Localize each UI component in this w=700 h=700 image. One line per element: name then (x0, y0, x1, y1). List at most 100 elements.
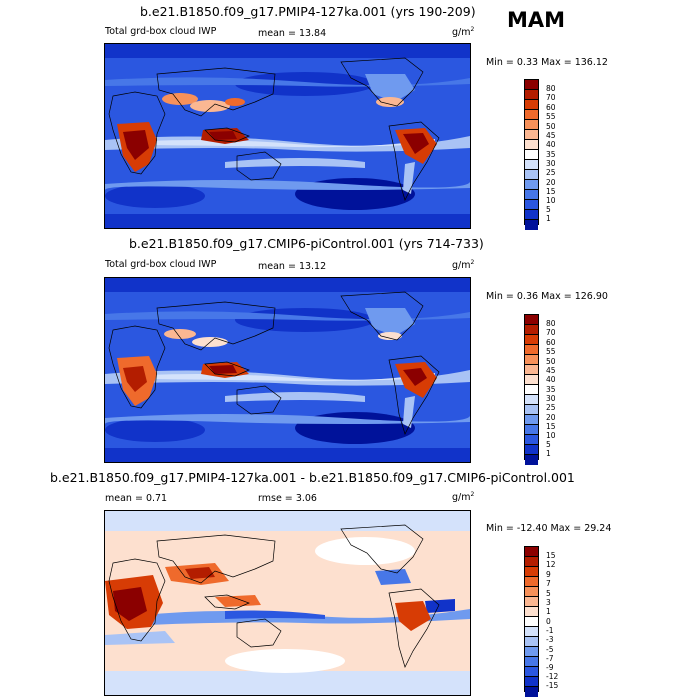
colorbar-tick: 5 (546, 205, 551, 214)
colorbar-tick: -7 (546, 654, 554, 663)
panel2-title: b.e21.B1850.f09_g17.CMIP6-piControl.001 … (129, 236, 484, 251)
panel3-colorbar-swatch (525, 577, 538, 587)
colorbar-tick: 50 (546, 122, 556, 131)
panel2-colorbar-swatch (525, 455, 538, 465)
panel3-colorbar-swatch (525, 657, 538, 667)
panel1-colorbar-swatch (525, 80, 538, 90)
colorbar-tick: -1 (546, 626, 554, 635)
panel3-colorbar-swatch (525, 557, 538, 567)
panel2-colorbar-swatch (525, 405, 538, 415)
colorbar-tick: 1 (546, 607, 551, 616)
colorbar-tick: 20 (546, 178, 556, 187)
panel1-colorbar-swatch (525, 100, 538, 110)
season-label: MAM (507, 8, 566, 32)
panel1-field-label: Total grd-box cloud IWP (105, 26, 217, 37)
panel3-colorbar-swatch (525, 647, 538, 657)
colorbar-tick: 5 (546, 440, 551, 449)
panel2-colorbar-swatch (525, 445, 538, 455)
colorbar-tick: 70 (546, 328, 556, 337)
colorbar-tick: 45 (546, 131, 556, 140)
panel1-colorbar-swatch (525, 180, 538, 190)
colorbar-tick: 25 (546, 168, 556, 177)
panel1-colorbar-swatch (525, 120, 538, 130)
panel1-colorbar-swatch (525, 90, 538, 100)
panel3-minmax: Min = -12.40 Max = 29.24 (486, 523, 612, 534)
panel1-title: b.e21.B1850.f09_g17.PMIP4-127ka.001 (yrs… (140, 4, 476, 19)
panel2-field-label: Total grd-box cloud IWP (105, 259, 217, 270)
colorbar-tick: 35 (546, 385, 556, 394)
panel1-colorbar-swatch (525, 200, 538, 210)
panel3-colorbar-swatch (525, 597, 538, 607)
panel2-colorbar-swatch (525, 345, 538, 355)
panel1-colorbar (524, 79, 539, 230)
panel1-colorbar-swatch (525, 210, 538, 220)
panel1-colorbar-swatch (525, 140, 538, 150)
panel3-colorbar-swatch (525, 637, 538, 647)
panel3-colorbar-swatch (525, 587, 538, 597)
colorbar-tick: 15 (546, 422, 556, 431)
colorbar-tick: 15 (546, 551, 556, 560)
panel1-colorbar-swatch (525, 150, 538, 160)
colorbar-tick: 45 (546, 366, 556, 375)
panel1-colorbar-swatch (525, 190, 538, 200)
panel2-colorbar-swatch (525, 395, 538, 405)
colorbar-tick: 15 (546, 187, 556, 196)
panel2-colorbar-swatch (525, 385, 538, 395)
colorbar-tick: 1 (546, 214, 551, 223)
panel1-colorbar-swatch (525, 110, 538, 120)
panel3-colorbar-swatch (525, 567, 538, 577)
panel3-colorbar-swatch (525, 547, 538, 557)
colorbar-tick: -15 (546, 681, 559, 690)
colorbar-tick: 35 (546, 150, 556, 159)
panel2-colorbar-swatch (525, 375, 538, 385)
colorbar-tick: 7 (546, 579, 551, 588)
colorbar-tick: -5 (546, 645, 554, 654)
panel2-colorbar (524, 314, 539, 465)
colorbar-tick: 3 (546, 598, 551, 607)
colorbar-tick: 10 (546, 196, 556, 205)
panel1-map-svg (105, 44, 470, 228)
panel1-colorbar-swatch (525, 220, 538, 230)
colorbar-tick: 25 (546, 403, 556, 412)
colorbar-tick: 60 (546, 103, 556, 112)
colorbar-tick: 70 (546, 93, 556, 102)
panel3-colorbar (524, 546, 539, 697)
panel3-colorbar-swatch (525, 617, 538, 627)
colorbar-tick: 40 (546, 140, 556, 149)
panel2-colorbar-swatch (525, 425, 538, 435)
panel2-colorbar-swatch (525, 435, 538, 445)
colorbar-tick: 20 (546, 413, 556, 422)
panel1-mean: mean = 13.84 (258, 28, 327, 39)
panel2-colorbar-swatch (525, 325, 538, 335)
colorbar-tick: 1 (546, 449, 551, 458)
colorbar-tick: 80 (546, 84, 556, 93)
panel1-units: g/m2 (452, 26, 475, 39)
panel1-minmax: Min = 0.33 Max = 136.12 (486, 57, 608, 68)
panel2-mean: mean = 13.12 (258, 261, 327, 272)
panel2-colorbar-swatch (525, 415, 538, 425)
colorbar-tick: 50 (546, 357, 556, 366)
colorbar-tick: -12 (546, 672, 559, 681)
colorbar-tick: 80 (546, 319, 556, 328)
panel3-rmse: rmse = 3.06 (258, 493, 317, 504)
colorbar-tick: 12 (546, 560, 556, 569)
panel3-colorbar-swatch (525, 607, 538, 617)
panel1-map (104, 43, 471, 229)
panel2-colorbar-swatch (525, 365, 538, 375)
panel3-colorbar-swatch (525, 687, 538, 697)
panel2-minmax: Min = 0.36 Max = 126.90 (486, 291, 608, 302)
colorbar-tick: 5 (546, 589, 551, 598)
colorbar-tick: -9 (546, 663, 554, 672)
colorbar-tick: 40 (546, 375, 556, 384)
panel2-units: g/m2 (452, 259, 475, 272)
colorbar-tick: 9 (546, 570, 551, 579)
panel3-map-svg (105, 511, 470, 695)
colorbar-tick: 55 (546, 112, 556, 121)
panel3-colorbar-swatch (525, 667, 538, 677)
panel3-mean: mean = 0.71 (105, 493, 168, 504)
panel1-colorbar-swatch (525, 170, 538, 180)
panel2-map (104, 277, 471, 463)
panel2-colorbar-swatch (525, 355, 538, 365)
colorbar-tick: -3 (546, 635, 554, 644)
panel3-units: g/m2 (452, 491, 475, 504)
